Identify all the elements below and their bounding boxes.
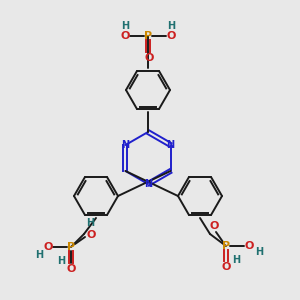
Text: O: O bbox=[166, 31, 176, 41]
Text: H: H bbox=[167, 21, 175, 31]
Text: O: O bbox=[221, 262, 231, 272]
Text: H: H bbox=[232, 255, 240, 265]
Text: H: H bbox=[255, 247, 263, 257]
Text: O: O bbox=[144, 53, 154, 63]
Text: O: O bbox=[43, 242, 53, 252]
Text: O: O bbox=[120, 31, 130, 41]
Text: O: O bbox=[66, 264, 76, 274]
Text: O: O bbox=[209, 221, 219, 231]
Text: P: P bbox=[144, 31, 152, 41]
Text: N: N bbox=[144, 179, 152, 189]
Text: H: H bbox=[86, 218, 94, 228]
Text: H: H bbox=[35, 250, 43, 260]
Text: N: N bbox=[122, 140, 130, 150]
Text: H: H bbox=[121, 21, 129, 31]
Text: P: P bbox=[67, 242, 75, 252]
Text: H: H bbox=[57, 256, 65, 266]
Text: O: O bbox=[86, 230, 96, 240]
Text: O: O bbox=[244, 241, 254, 251]
Text: P: P bbox=[222, 241, 230, 251]
Text: N: N bbox=[167, 140, 175, 150]
